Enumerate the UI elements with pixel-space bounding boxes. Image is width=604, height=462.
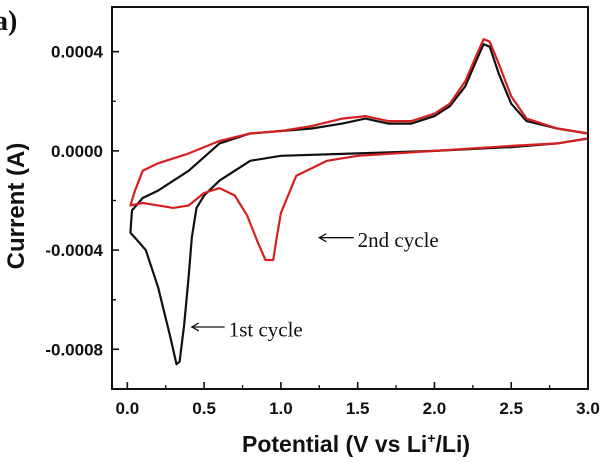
- x-axis-ticks: 0.0 0.5 1.0 1.5 2.0 2.5 3.0: [116, 382, 600, 418]
- x-tick-label: 0.0: [116, 399, 140, 418]
- annotation-label-1: 2nd cycle: [358, 228, 439, 252]
- y-axis-ticks: 0.0004 0.0000 -0.0004 -0.0008: [45, 43, 119, 359]
- y-tick-label: 0.0000: [51, 142, 103, 161]
- x-tick-label: 3.0: [576, 399, 600, 418]
- x-tick-label: 2.5: [499, 399, 523, 418]
- y-tick-label: 0.0004: [51, 43, 104, 62]
- x-axis-title-superscript: +: [427, 430, 435, 446]
- y-tick-label: -0.0008: [45, 340, 103, 359]
- x-axis-title-end: /Li): [436, 431, 471, 457]
- annotation-label-2: 1st cycle: [229, 317, 303, 341]
- annotation-arrow-head: [317, 233, 327, 243]
- y-axis-title: Current (A): [3, 143, 30, 270]
- series-line-1: [129, 43, 589, 366]
- x-axis-title: Potential (V vs Li+/Li): [242, 430, 470, 457]
- x-tick-label: 0.5: [192, 399, 216, 418]
- x-axis-title-main: Potential (V vs Li: [242, 431, 427, 457]
- x-tick-label: 2.0: [423, 399, 447, 418]
- x-tick-label: 1.0: [269, 399, 293, 418]
- series-line-2: [129, 38, 589, 262]
- plot-lines: [129, 38, 589, 366]
- panel-label: a): [0, 6, 17, 37]
- annotation-arrow-head: [190, 322, 200, 332]
- x-tick-label: 1.5: [346, 399, 370, 418]
- plot-frame: [111, 6, 589, 390]
- annotations: 2nd cycle 1st cycle: [190, 228, 439, 341]
- y-tick-label: -0.0004: [45, 241, 103, 260]
